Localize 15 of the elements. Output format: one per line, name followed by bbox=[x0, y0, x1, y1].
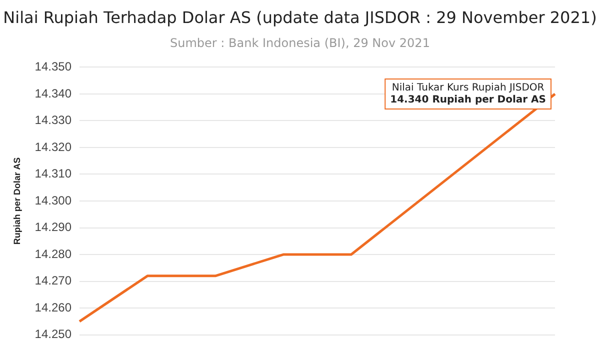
y-tick-label: 14.320 bbox=[34, 140, 72, 154]
chart-subtitle: Sumber : Bank Indonesia (BI), 29 Nov 2021 bbox=[169, 36, 431, 52]
y-tick-label: 14.270 bbox=[34, 274, 72, 288]
y-tick-label: 14.280 bbox=[34, 246, 72, 261]
y-tick-label: 14.330 bbox=[34, 113, 72, 128]
y-tick-label: 14.350 bbox=[34, 60, 72, 74]
y-tick-label: 14.340 bbox=[34, 86, 72, 100]
y-axis-title: Rupiah per Dolar AS bbox=[12, 157, 22, 245]
y-tick-label: 14.300 bbox=[34, 193, 72, 208]
annotation: Nilai Tukar Kurs Rupiah JISDOR 14.340 Rupiah per Dolar AS bbox=[390, 82, 546, 106]
y-tick-label: 14.310 bbox=[34, 166, 72, 181]
chart-title: Nilai Rupiah Terhadap Dolar AS (update data JISDOR : 29 November 2021) bbox=[2, 8, 598, 29]
y-tick-label: 14.250 bbox=[34, 327, 72, 342]
y-tick-label: 14.290 bbox=[34, 220, 72, 234]
y-tick-label: 14.260 bbox=[34, 300, 72, 314]
